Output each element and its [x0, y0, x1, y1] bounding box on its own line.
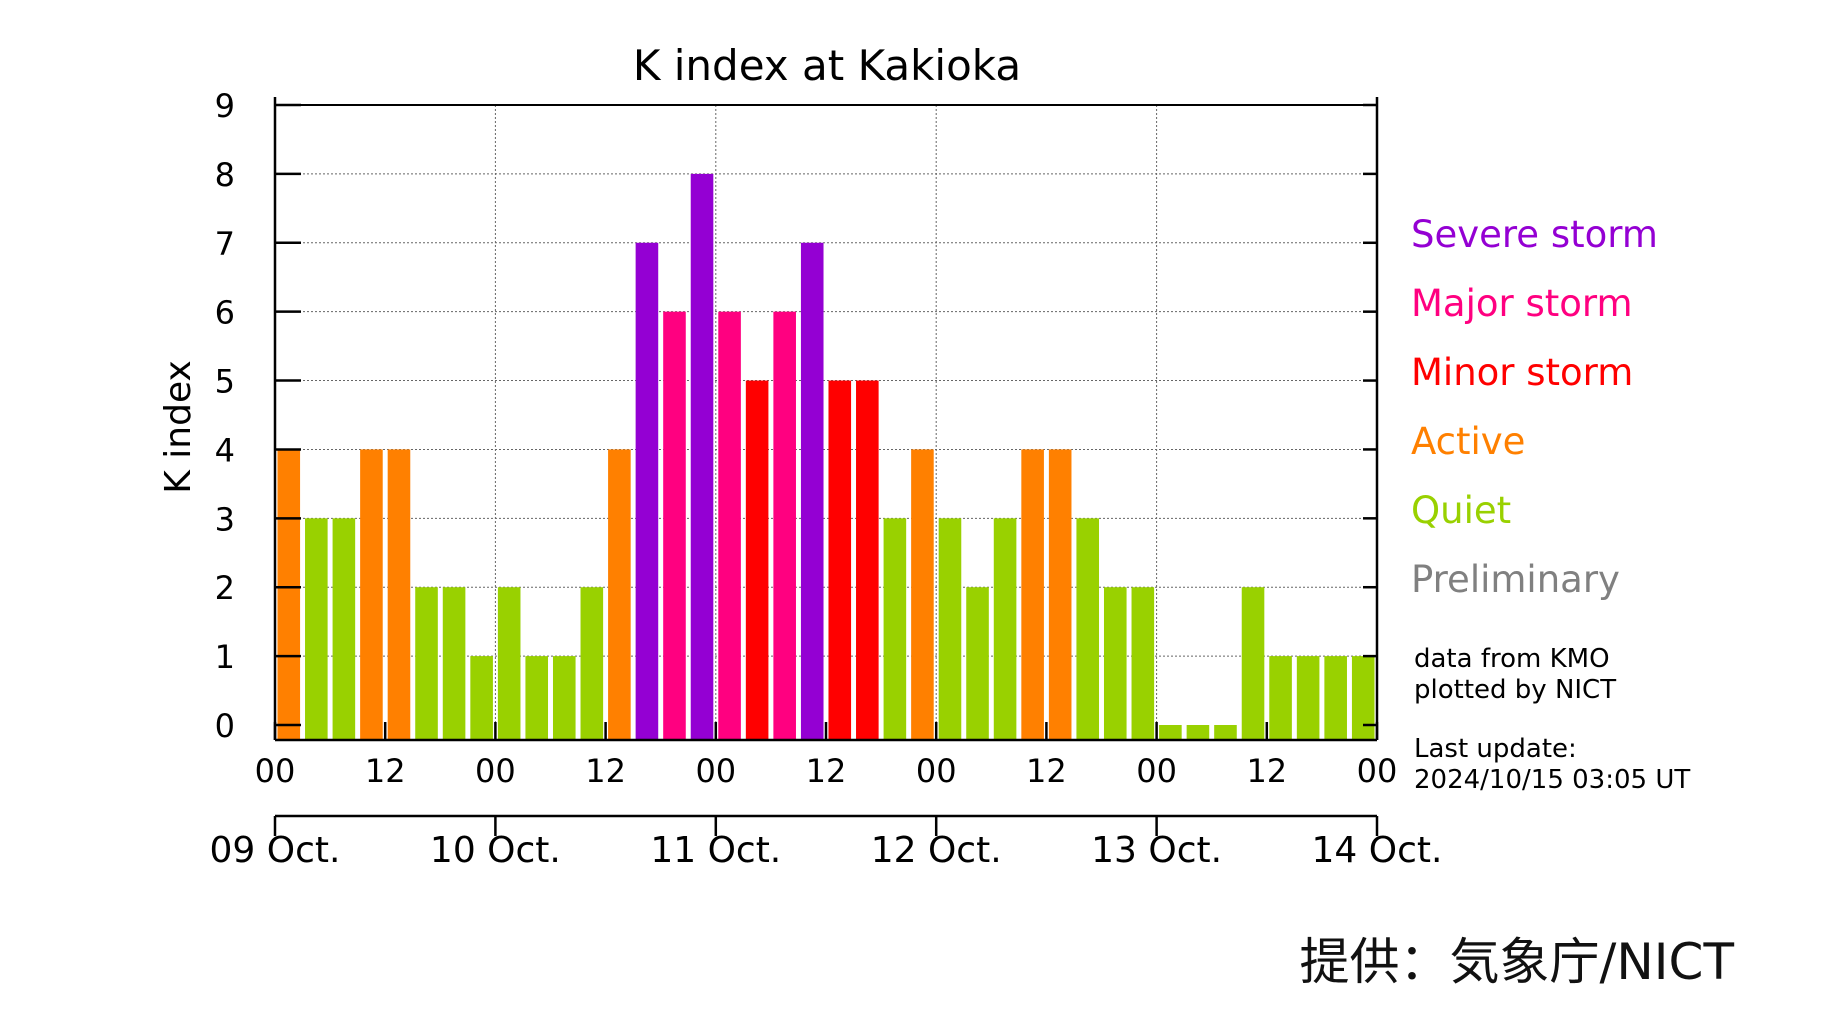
k-bar: [1131, 587, 1155, 740]
k-bar: [883, 518, 907, 740]
x-hour-label: 12: [806, 752, 847, 790]
y-tick-label: 8: [215, 156, 235, 194]
k-bar: [828, 380, 852, 740]
source-line-1: data from KMO: [1414, 644, 1610, 674]
y-tick-label: 4: [215, 431, 235, 469]
k-bar: [1021, 449, 1044, 740]
k-bar: [635, 242, 659, 740]
legend-entry: Quiet: [1411, 489, 1511, 532]
date-tick-label: 14 Oct.: [1312, 830, 1443, 871]
x-hour-label: 00: [475, 752, 516, 790]
y-tick-label: 5: [215, 363, 235, 401]
k-bar: [1324, 656, 1347, 740]
last-update-label: Last update:: [1414, 734, 1577, 764]
legend-entry: Preliminary: [1411, 558, 1620, 601]
y-tick-label: 0: [215, 707, 235, 745]
legend-entry: Minor storm: [1411, 351, 1633, 394]
k-bar: [663, 311, 686, 740]
k-bar: [387, 449, 411, 740]
x-hour-label: 12: [365, 752, 406, 790]
x-hour-label: 00: [255, 752, 296, 790]
k-bar: [773, 311, 796, 740]
date-tick-label: 10 Oct.: [430, 830, 561, 871]
y-tick-label: 2: [215, 569, 235, 607]
k-bar: [993, 518, 1017, 740]
k-bar: [1048, 449, 1072, 740]
k-bar: [608, 449, 631, 740]
x-hour-label: 12: [585, 752, 626, 790]
k-bar: [966, 587, 989, 740]
k-bar: [1186, 725, 1210, 740]
grid-lines: [275, 104, 1377, 725]
k-bar: [305, 518, 328, 740]
last-update-time: 2024/10/15 03:05 UT: [1414, 765, 1690, 795]
k-bar: [800, 242, 824, 740]
k-bar: [718, 311, 741, 740]
k-bar: [1351, 656, 1375, 740]
source-line-2: plotted by NICT: [1414, 675, 1616, 705]
k-bar: [1214, 725, 1237, 740]
k-bar: [1076, 518, 1100, 740]
k-bar: [856, 380, 879, 740]
k-bar: [690, 173, 714, 740]
k-bar: [360, 449, 383, 740]
x-hour-label: 00: [1136, 752, 1177, 790]
k-bar: [1159, 725, 1182, 740]
y-axis-label: K index: [158, 360, 199, 494]
k-bar: [497, 587, 521, 740]
chart-title: K index at Kakioka: [633, 41, 1021, 90]
x-hour-label: 00: [1357, 752, 1398, 790]
x-hour-label: 00: [695, 752, 736, 790]
k-bar: [525, 656, 549, 740]
k-bar: [415, 587, 438, 740]
y-tick-label: 1: [215, 638, 235, 676]
k-bar: [552, 656, 576, 740]
k-bar: [332, 518, 356, 740]
date-tick-label: 09 Oct.: [210, 830, 341, 871]
legend-entry: Major storm: [1411, 282, 1633, 325]
y-tick-label: 7: [215, 225, 235, 263]
k-bar: [1296, 656, 1320, 740]
y-tick-label: 6: [215, 294, 235, 332]
credit-text: 提供：気象庁/NICT: [1299, 933, 1734, 991]
date-tick-label: 12 Oct.: [871, 830, 1002, 871]
bars: [277, 173, 1375, 740]
k-bar: [911, 449, 934, 740]
y-tick-label: 9: [215, 87, 235, 125]
k-bar: [745, 380, 769, 740]
y-tick-label: 3: [215, 500, 235, 538]
date-tick-label: 11 Oct.: [650, 830, 781, 871]
k-bar: [580, 587, 604, 740]
k-bar: [442, 587, 466, 740]
legend-entry: Severe storm: [1411, 213, 1658, 256]
k-bar: [938, 518, 962, 740]
x-hour-label: 12: [1246, 752, 1287, 790]
k-bar: [470, 656, 493, 740]
x-hour-label: 12: [1026, 752, 1067, 790]
k-bar: [1269, 656, 1292, 740]
k-bar: [277, 449, 301, 740]
k-bar: [1103, 587, 1127, 740]
k-bar: [1241, 587, 1265, 740]
x-hour-label: 00: [916, 752, 957, 790]
legend-entry: Active: [1411, 420, 1525, 463]
legend: Severe storm Major storm Minor storm Active…: [1411, 213, 1658, 601]
date-tick-label: 13 Oct.: [1091, 830, 1222, 871]
